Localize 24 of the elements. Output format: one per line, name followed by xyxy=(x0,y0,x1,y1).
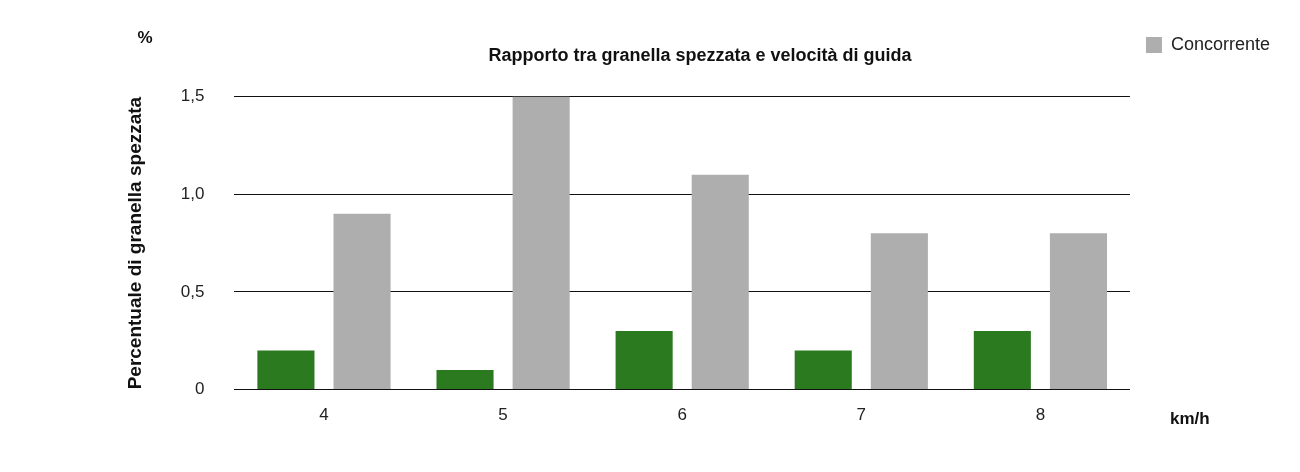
bar xyxy=(257,350,315,390)
x-axis-title: km/h xyxy=(1169,409,1210,429)
x-tick-label: 8 xyxy=(1035,405,1046,425)
x-tick-label: 7 xyxy=(856,405,867,425)
bar xyxy=(615,331,673,390)
y-tick-label: 1,0 xyxy=(180,183,205,203)
bar xyxy=(794,350,852,390)
y-tick-label: 1,5 xyxy=(180,86,205,106)
bar xyxy=(870,233,928,390)
bar xyxy=(512,96,570,390)
x-tick-label: 6 xyxy=(677,405,687,425)
x-tick-label: 4 xyxy=(319,405,329,425)
y-axis-title: Percentuale di granella spezzata xyxy=(123,96,145,390)
bar xyxy=(691,174,749,390)
bar xyxy=(333,213,391,390)
text: % xyxy=(137,28,153,48)
y-tick-label: 0,5 xyxy=(180,281,205,301)
bar xyxy=(436,370,494,390)
bar xyxy=(1049,233,1107,390)
x-tick-label: 5 xyxy=(498,405,508,425)
bar xyxy=(973,331,1031,390)
legend-label: Concorrente xyxy=(1170,33,1271,54)
chart-title: Rapporto tra granella spezzata e velocità di guida xyxy=(488,44,913,65)
y-tick-label: 0 xyxy=(194,379,205,399)
